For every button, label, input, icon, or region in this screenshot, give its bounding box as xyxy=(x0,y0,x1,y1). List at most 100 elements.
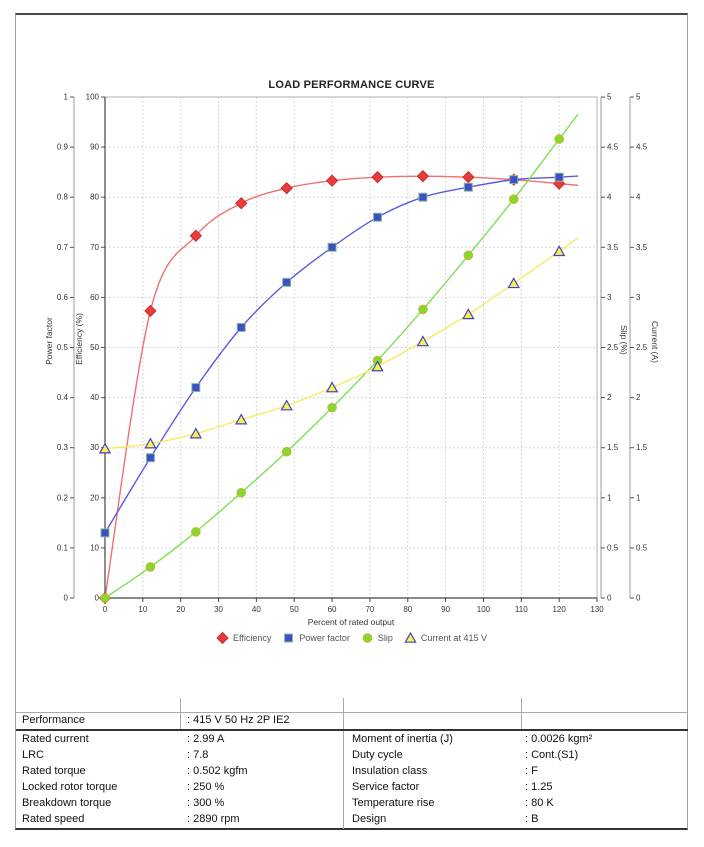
spec-label: Locked rotor torque xyxy=(22,781,118,793)
series-current-at-415-v xyxy=(98,237,579,454)
spec-label: Duty cycle xyxy=(352,749,403,761)
svg-text:3.5: 3.5 xyxy=(636,243,648,252)
legend-label: Current at 415 V xyxy=(420,633,487,643)
svg-text:130: 130 xyxy=(590,605,604,614)
spec-value: : 250 % xyxy=(187,781,225,793)
svg-text:80: 80 xyxy=(90,193,99,202)
svg-text:70: 70 xyxy=(90,243,99,252)
legend-label: Slip xyxy=(377,633,393,643)
current-axis-title: Current (A) xyxy=(650,321,660,363)
svg-text:100: 100 xyxy=(86,93,100,102)
svg-text:60: 60 xyxy=(328,605,337,614)
chart-title: LOAD PERFORMANCE CURVE xyxy=(268,79,435,91)
svg-text:3: 3 xyxy=(607,293,612,302)
svg-text:40: 40 xyxy=(90,393,99,402)
svg-text:0: 0 xyxy=(64,594,69,603)
spec-value: : F xyxy=(525,765,538,777)
svg-text:0.2: 0.2 xyxy=(57,493,69,502)
series-power-factor xyxy=(100,172,579,538)
svg-text:20: 20 xyxy=(176,605,185,614)
spec-label: Moment of inertia (J) xyxy=(352,733,453,745)
svg-text:0.3: 0.3 xyxy=(57,443,69,452)
slip-axis-title: Slip (%) xyxy=(619,325,629,355)
svg-text:30: 30 xyxy=(90,443,99,452)
svg-text:4.5: 4.5 xyxy=(607,143,619,152)
svg-text:40: 40 xyxy=(252,605,261,614)
spec-value: : 0.0026 kgm² xyxy=(525,733,593,745)
svg-text:0: 0 xyxy=(95,594,100,603)
spec-value: : Cont.(S1) xyxy=(525,749,579,761)
spec-value: : 300 % xyxy=(187,797,225,809)
svg-text:0: 0 xyxy=(636,594,641,603)
svg-text:4: 4 xyxy=(607,193,612,202)
svg-text:2.5: 2.5 xyxy=(607,343,619,352)
spec-label: Service factor xyxy=(352,781,420,793)
svg-text:70: 70 xyxy=(365,605,374,614)
svg-text:90: 90 xyxy=(90,143,99,152)
svg-text:4: 4 xyxy=(636,193,641,202)
svg-text:50: 50 xyxy=(90,343,99,352)
svg-text:110: 110 xyxy=(515,605,528,614)
performance-value: : 415 V 50 Hz 2P IE2 xyxy=(187,714,290,726)
spec-value: : 80 K xyxy=(525,797,554,809)
plot-area xyxy=(104,96,598,599)
table-top-rule xyxy=(16,712,688,713)
spec-value: : 2.99 A xyxy=(187,733,225,745)
x-axis-title: Percent of rated output xyxy=(308,617,395,627)
svg-text:3.5: 3.5 xyxy=(607,243,619,252)
spec-label: LRC xyxy=(22,749,45,761)
svg-text:90: 90 xyxy=(441,605,450,614)
table-divider xyxy=(180,698,181,731)
chart-legend: Efficiency Power factor Slip Current at 415… xyxy=(15,632,688,644)
legend-item-efficiency: Efficiency xyxy=(216,632,271,644)
efficiency-axis-title: Efficiency (%) xyxy=(74,313,84,365)
svg-text:2: 2 xyxy=(636,393,641,402)
svg-text:1: 1 xyxy=(64,93,69,102)
svg-text:4.5: 4.5 xyxy=(636,143,648,152)
svg-text:50: 50 xyxy=(290,605,299,614)
power-factor-axis-title: Power factor xyxy=(44,317,54,365)
svg-text:0.5: 0.5 xyxy=(607,543,619,552)
svg-text:0.6: 0.6 xyxy=(57,293,69,302)
svg-text:20: 20 xyxy=(90,493,99,502)
svg-text:0: 0 xyxy=(103,605,108,614)
spec-value: : 7.8 xyxy=(187,749,209,761)
svg-text:60: 60 xyxy=(90,293,99,302)
table-divider xyxy=(343,698,344,829)
svg-text:0: 0 xyxy=(607,594,612,603)
spec-value: : B xyxy=(525,813,539,825)
svg-text:10: 10 xyxy=(90,543,99,552)
spec-label: Design xyxy=(352,813,387,825)
svg-text:0.9: 0.9 xyxy=(57,143,69,152)
svg-text:2.5: 2.5 xyxy=(636,343,648,352)
svg-text:10: 10 xyxy=(138,605,147,614)
svg-text:0.8: 0.8 xyxy=(57,193,69,202)
svg-text:5: 5 xyxy=(636,93,641,102)
spec-label: Rated speed xyxy=(22,813,85,825)
svg-text:0.5: 0.5 xyxy=(57,343,69,352)
spec-value: : 0.502 kgfm xyxy=(187,765,248,777)
diamond-marker-icon xyxy=(216,632,229,644)
spec-value: : 2890 rpm xyxy=(187,813,240,825)
svg-text:1.5: 1.5 xyxy=(636,443,648,452)
svg-text:0.7: 0.7 xyxy=(57,243,69,252)
svg-text:0.1: 0.1 xyxy=(57,543,69,552)
svg-text:30: 30 xyxy=(214,605,223,614)
series-slip xyxy=(100,113,579,603)
circle-marker-icon xyxy=(362,633,373,643)
legend-item-slip: Slip xyxy=(361,632,393,644)
spec-label: Temperature rise xyxy=(352,797,435,809)
table-header-rule xyxy=(16,729,688,731)
svg-text:5: 5 xyxy=(607,93,612,102)
square-marker-icon xyxy=(284,633,294,643)
spec-value: : 1.25 xyxy=(525,781,553,793)
spec-label: Insulation class xyxy=(352,765,428,777)
svg-text:1: 1 xyxy=(607,493,612,502)
legend-item-power-factor: Power factor xyxy=(282,632,350,644)
svg-text:0.5: 0.5 xyxy=(636,543,648,552)
legend-label: Efficiency xyxy=(233,633,272,643)
svg-text:1: 1 xyxy=(636,493,641,502)
svg-text:1.5: 1.5 xyxy=(607,443,619,452)
spec-label: Rated torque xyxy=(22,765,86,777)
